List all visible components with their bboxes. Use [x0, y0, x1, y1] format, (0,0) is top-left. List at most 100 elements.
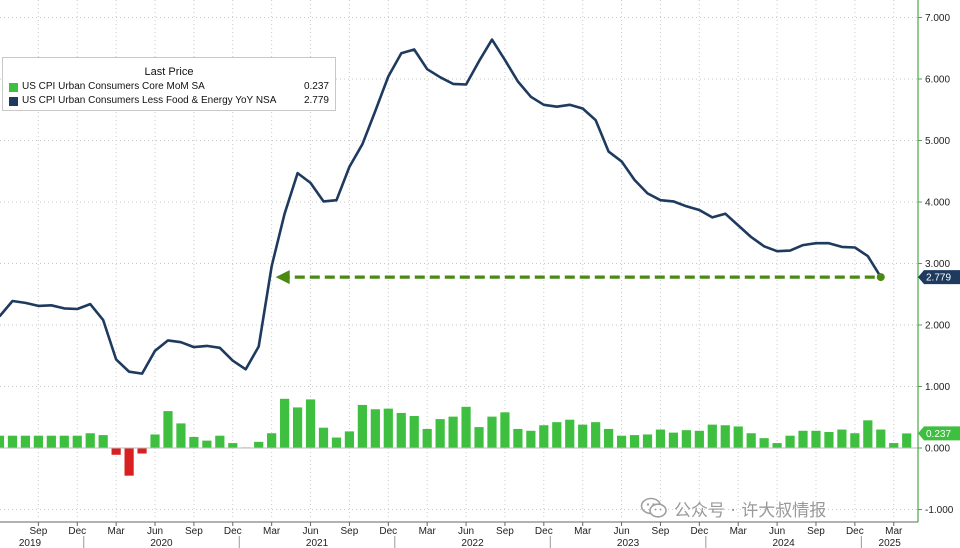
y-tick-label: 2.000 [925, 321, 950, 332]
bar [759, 438, 769, 448]
bar [604, 428, 614, 448]
bar [707, 424, 717, 448]
y-tick-label: 6.000 [925, 75, 950, 86]
x-tick-label: Mar [574, 526, 592, 537]
bar [720, 425, 730, 448]
x-tick-label: Sep [185, 526, 203, 537]
legend-swatch-green [9, 83, 18, 92]
bar [837, 429, 847, 448]
last-value-labels: 2.779 0.237 [918, 270, 960, 441]
bar [409, 416, 419, 448]
x-tick-label: Dec [535, 526, 553, 537]
bar [111, 448, 121, 455]
y-tick-label: 1.000 [925, 382, 950, 393]
bar [72, 435, 82, 448]
x-year-label: 2023 [617, 538, 640, 548]
bar [474, 427, 484, 448]
x-year-label: 2019 [19, 538, 42, 548]
legend-item-name: US CPI Urban Consumers Less Food & Energ… [22, 95, 277, 106]
bar [863, 420, 873, 448]
bar [539, 425, 549, 448]
dashed-arrow-annotation [275, 270, 885, 285]
bar [565, 419, 575, 448]
legend-item-value: 0.237 [303, 81, 329, 92]
x-tick-label: Jun [147, 526, 163, 537]
bar [876, 429, 886, 448]
bar [383, 408, 393, 448]
legend-swatch-navy [9, 97, 18, 106]
bar [150, 434, 160, 448]
bar [20, 435, 31, 448]
last-value-tag-yoy-text: 2.779 [926, 273, 951, 284]
wechat-icon [640, 497, 667, 518]
legend-title: Last Price [144, 66, 194, 78]
x-tick-label: Dec [379, 526, 397, 537]
end-point-marker [876, 273, 885, 282]
x-tick-label: Sep [29, 526, 47, 537]
bar [746, 433, 756, 448]
bar [889, 443, 899, 448]
watermark: 公众号 · 许大叔情报 [640, 494, 826, 522]
bar [552, 422, 562, 448]
bar [305, 399, 316, 448]
x-tick-label: Dec [846, 526, 864, 537]
x-tick-label: Jun [614, 526, 630, 537]
y-tick-label: 5.000 [925, 136, 950, 147]
x-tick-label: Dec [690, 526, 708, 537]
last-value-tag-mom: 0.237 [918, 426, 960, 441]
x-tick-label: Mar [108, 526, 126, 537]
x-year-label: 2024 [772, 538, 795, 548]
x-tick-label: Mar [419, 526, 437, 537]
y-axis: 7.000 6.000 5.000 4.000 3.000 2.000 1.000 0.000… [917, 0, 954, 522]
bar [487, 416, 497, 448]
legend-item-core-mom: US CPI Urban Consumers Core MoM SA 0.237 [9, 81, 329, 94]
y-tick-label: -1.000 [925, 505, 954, 516]
arrow-head-icon [275, 270, 290, 285]
bar [785, 435, 795, 448]
bar [448, 416, 458, 448]
x-tick-label: Sep [496, 526, 514, 537]
bar [396, 412, 406, 448]
bar [344, 431, 355, 448]
bar [772, 443, 782, 448]
x-tick-label: Jun [769, 526, 785, 537]
bar [616, 435, 627, 448]
x-year-label: 2020 [150, 538, 173, 548]
bar [824, 432, 834, 448]
legend-item-core-yoy: US CPI Urban Consumers Less Food & Energ… [9, 95, 329, 108]
bar [694, 430, 704, 448]
legend-item-value: 2.779 [303, 95, 329, 106]
bar [331, 437, 342, 448]
bar [422, 428, 432, 448]
bar [189, 436, 199, 448]
bar [811, 430, 821, 448]
bar [33, 435, 43, 448]
bar [202, 440, 212, 448]
bar [292, 407, 303, 448]
legend-item-name: US CPI Urban Consumers Core MoM SA [22, 81, 205, 92]
bar [591, 422, 601, 448]
bar [357, 404, 367, 448]
bar [655, 429, 666, 448]
x-tick-label: Dec [68, 526, 86, 537]
bar [137, 448, 147, 454]
bar [902, 433, 912, 448]
x-tick-label: Mar [885, 526, 903, 537]
bar [435, 419, 445, 448]
bar [85, 433, 95, 448]
watermark-text: 公众号 · 许大叔情报 [674, 500, 827, 521]
line-series-core-yoy [0, 38, 882, 375]
x-tick-label: Jun [302, 526, 318, 537]
x-tick-label: Sep [807, 526, 825, 537]
x-tick-label: Mar [730, 526, 748, 537]
bar [318, 427, 329, 448]
last-value-tag-mom-bg [918, 426, 960, 441]
last-value-tag-mom-text: 0.237 [926, 429, 951, 440]
bar [526, 430, 536, 448]
x-tick-label: Dec [224, 526, 242, 537]
bar [46, 435, 56, 448]
bar [59, 435, 69, 448]
bar-series-core-mom [0, 398, 912, 476]
bar [124, 448, 134, 476]
